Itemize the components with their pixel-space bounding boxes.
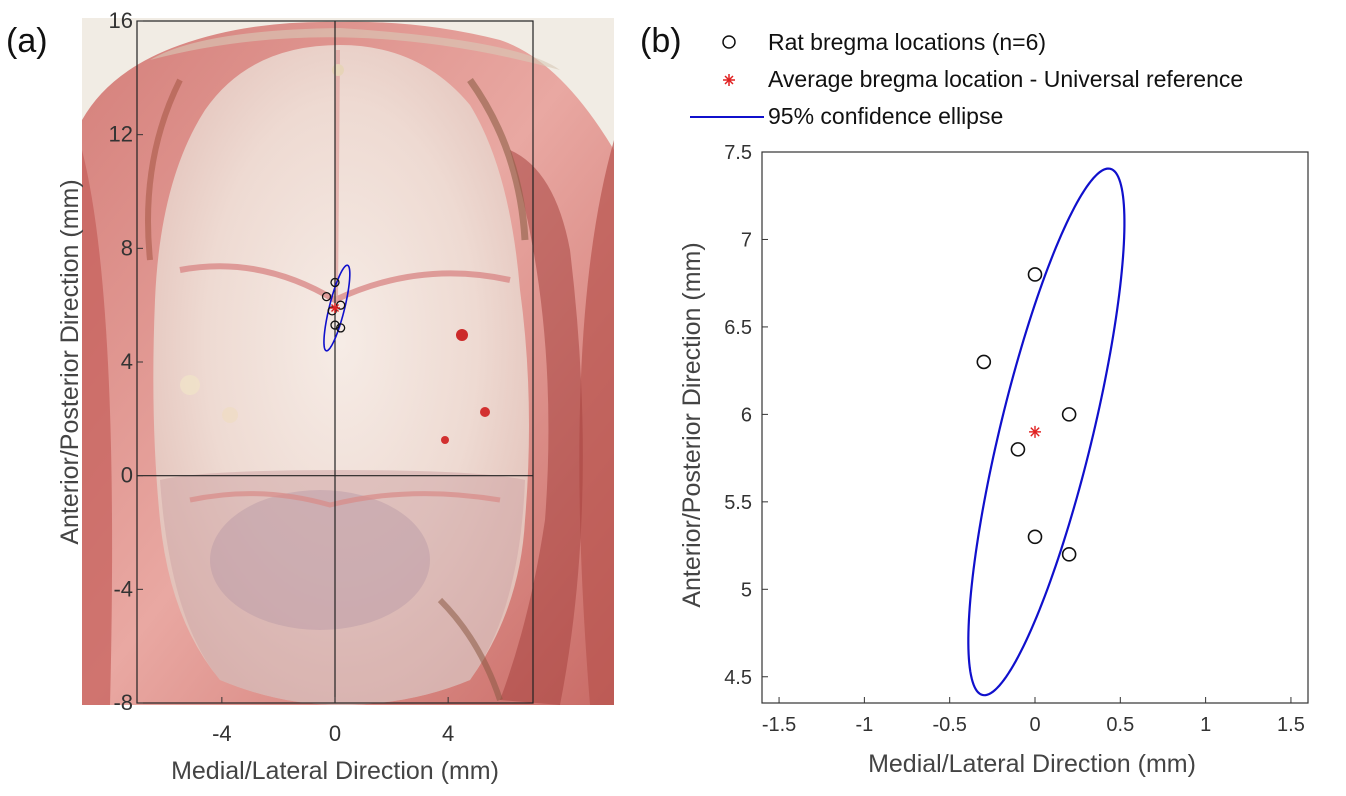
panel-a-ylabel: Anterior/Posterior Direction (mm) [56,179,84,544]
bregma-point [336,323,346,333]
panel-a-marks [321,264,351,352]
mean-bregma-star [330,303,340,314]
bregma-point [321,291,332,302]
axes-b: -1.5 -1 -0.5 0 0.5 1 1.5 4.5 5 5.5 6 6.5 7 7.5 [724,142,1309,736]
confidence-ellipse [967,167,1126,697]
y-tick-label: 12 [109,122,133,147]
x-tick-label: 1 [1200,714,1211,736]
y-tick-label: 7.5 [724,142,752,164]
x-tick-label: 4 [442,721,454,746]
panel-a-label: (a) [6,22,48,60]
x-tick-label: -0.5 [932,714,966,736]
legend-points-label: Rat bregma locations (n=6) [768,29,1046,55]
legend-points-marker [722,35,736,49]
legend-mean-marker [723,74,735,86]
axes-a: -4 0 4 -8 -4 0 4 8 12 16 [109,8,534,746]
y-tick-label: 6 [741,404,752,426]
legend: Rat bregma locations (n=6) Average bregm… [690,29,1243,129]
bregma-point [1010,442,1026,457]
x-tick-label: -1 [855,714,873,736]
bregma-point [1061,547,1077,562]
y-tick-label: 5.5 [724,492,752,514]
y-tick-label: 16 [109,8,133,33]
y-tick-label: 5 [741,579,752,601]
panel-a-xlabel: Medial/Lateral Direction (mm) [171,757,499,785]
x-tick-label: 0.5 [1106,714,1134,736]
y-tick-label: 8 [121,235,133,260]
skull-photo [82,18,614,705]
bregma-point [330,277,340,288]
legend-ellipse-label: 95% confidence ellipse [768,103,1003,129]
panel-b-label: (b) [640,22,682,60]
y-tick-label: 7 [741,229,752,251]
panel-b-marks [967,167,1126,697]
bregma-point [1061,407,1077,422]
x-tick-label: 0 [329,721,341,746]
y-tick-label: 0 [121,463,133,488]
panel-a: -4 0 4 -8 -4 0 4 8 12 16 (a) Medial/Lateral Direc… [6,8,614,785]
y-tick-label: 6.5 [724,317,752,339]
y-tick-label: 4.5 [724,667,752,689]
y-tick-label: -4 [113,576,133,601]
bregma-point [1027,267,1043,282]
x-tick-label: 0 [1029,714,1040,736]
x-tick-label: 1.5 [1277,714,1305,736]
bregma-point [327,306,337,316]
bregma-point [1027,529,1043,545]
y-tick-label: 4 [121,349,133,374]
confidence-ellipse [323,264,351,352]
mean-bregma-star [1029,425,1041,438]
bregma-point [330,320,340,330]
legend-mean-label: Average bregma location - Universal refe… [768,66,1243,92]
panel-b-ylabel: Anterior/Posterior Direction (mm) [678,242,706,607]
bregma-point [336,300,346,310]
x-tick-label: -4 [212,721,232,746]
y-tick-label: -8 [113,690,133,715]
bregma-point [976,354,992,370]
panel-b: (b) Rat bregma locations (n=6) Average b… [640,22,1309,778]
x-tick-label: -1.5 [762,714,796,736]
panel-b-xlabel: Medial/Lateral Direction (mm) [868,750,1196,778]
